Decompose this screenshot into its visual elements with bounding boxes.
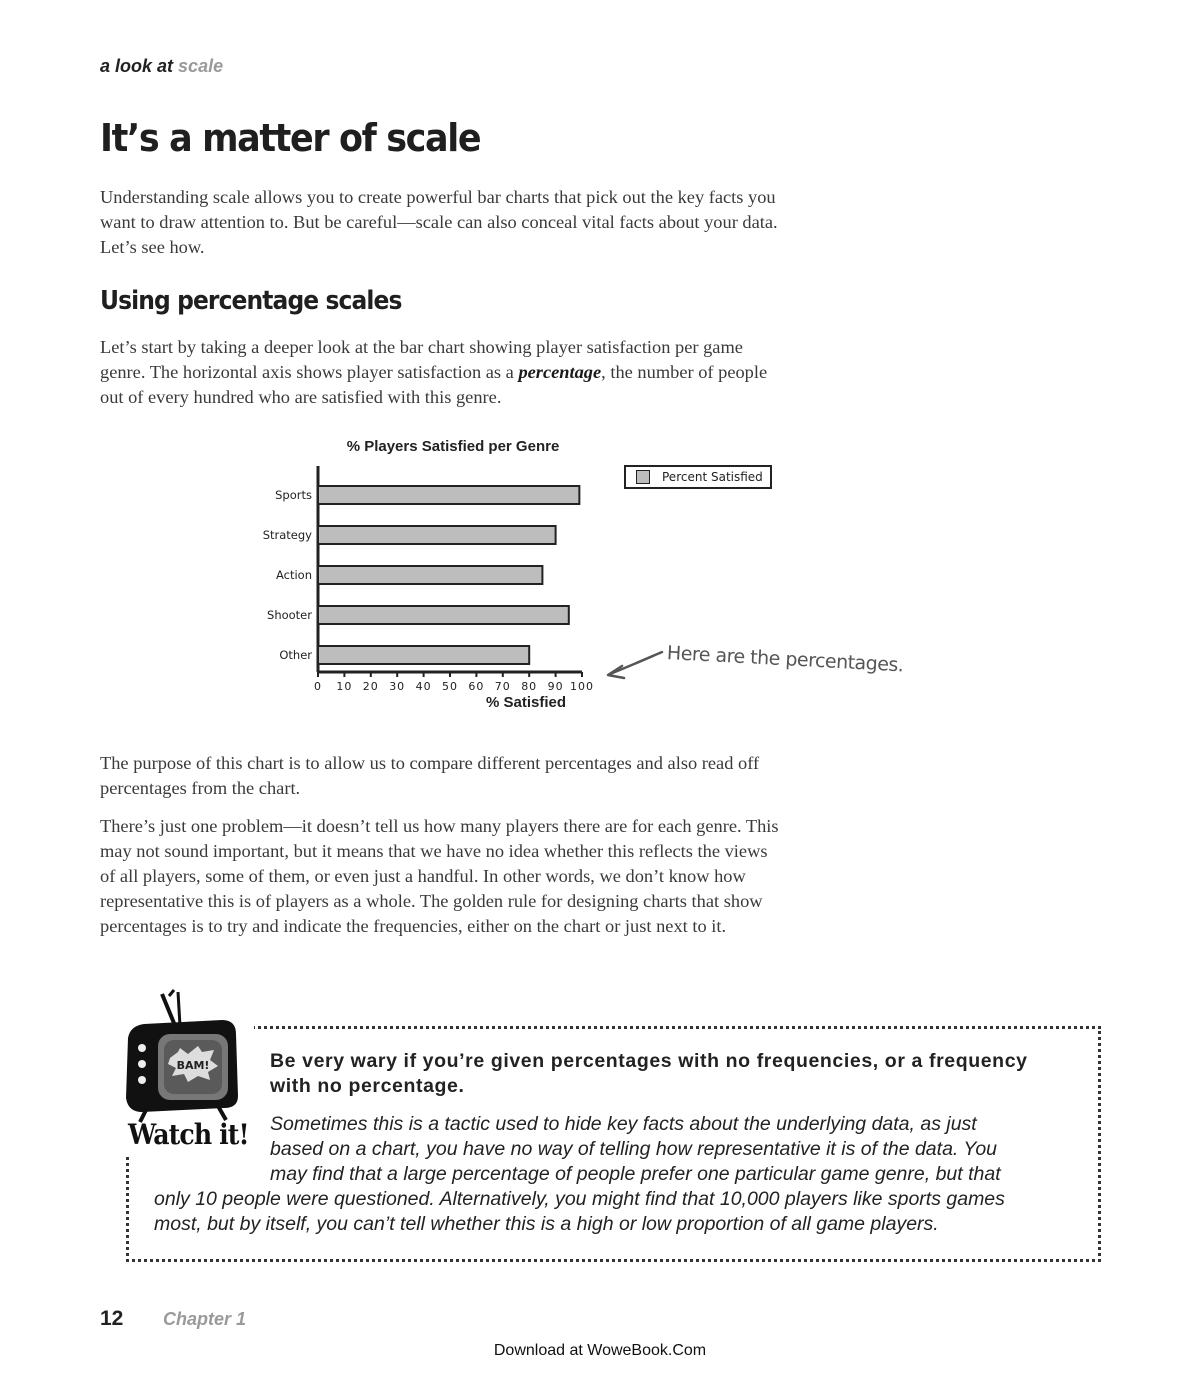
y-tick-label: Shooter [267, 608, 312, 622]
chart-legend: Percent Satisfied [624, 465, 772, 489]
section-paragraph-before: Let’s start by taking a deeper look at t… [100, 337, 743, 382]
bar [317, 525, 557, 545]
bar [317, 605, 570, 625]
bar [317, 485, 581, 505]
watch-it-label: Watch it! [128, 1118, 250, 1151]
watch-it-line: only 10 people were questioned. Alternat… [154, 1188, 1005, 1210]
running-head: a look at scale [100, 56, 223, 77]
legend-label: Percent Satisfied [662, 470, 763, 484]
section-paragraph-emphasis: percentage [518, 362, 602, 382]
x-tick-label: 0 [314, 680, 322, 692]
section-paragraph-after: , the number of people out of every hund… [100, 362, 768, 407]
download-credit: Download at WoweBook.Com [493, 1342, 707, 1359]
running-head-topic: scale [178, 56, 224, 76]
x-tick-label: 10 [336, 680, 352, 692]
watch-it-line: Sometimes this is a tactic used to hide … [270, 1113, 977, 1135]
x-tick-label: 100 [570, 680, 594, 692]
x-tick-label: 60 [468, 680, 484, 692]
watch-it-line: most, but by itself, you can’t tell whet… [154, 1213, 939, 1235]
problem-paragraph: There’s just one problem—it doesn’t tell… [100, 816, 779, 936]
x-tick-label: 70 [495, 680, 511, 692]
y-tick-label: Strategy [263, 528, 312, 542]
annotation-arrow-icon [606, 650, 664, 680]
chapter-label: Chapter 1 [163, 1309, 247, 1329]
bar [317, 565, 544, 585]
x-tick-label: 40 [416, 680, 432, 692]
watch-it-line: may find that a large percentage of peop… [270, 1163, 1001, 1185]
x-tick-label: 50 [442, 680, 458, 692]
tv-icon: BAM! [126, 989, 238, 1123]
page-number: 12 [100, 1307, 124, 1330]
legend-swatch [636, 470, 650, 484]
bar-chart: Sports Strategy Action Shooter Other 0 10 20 30 4… [263, 466, 594, 692]
watch-it-body: Sometimes this is a tactic used to hide … [154, 1112, 1070, 1237]
x-tick-label: 30 [389, 680, 405, 692]
watch-it-line: based on a chart, you have no way of tel… [270, 1138, 998, 1160]
x-tick-label: 90 [548, 680, 564, 692]
x-tick-label: 80 [521, 680, 537, 692]
page-title: It’s a matter of scale [100, 116, 482, 160]
y-tick-label: Sports [275, 488, 312, 502]
watch-it-heading: Be very wary if you’re given percentages… [270, 1050, 1028, 1097]
intro-paragraph: Understanding scale allows you to create… [100, 187, 778, 257]
bar [317, 645, 531, 665]
chart-title: % Players Satisfied per Genre [346, 438, 560, 455]
tv-screen-text: BAM! [177, 1059, 210, 1072]
purpose-paragraph: The purpose of this chart is to allow us… [100, 753, 760, 798]
running-head-prefix: a look at [100, 56, 174, 76]
y-tick-label: Other [279, 648, 312, 662]
section-paragraph: Let’s start by taking a deeper look at t… [100, 335, 780, 410]
x-tick-label: 20 [363, 680, 379, 692]
chart-annotation: Here are the percentages. [666, 642, 904, 677]
chart-x-axis-label: % Satisfied [486, 694, 567, 711]
section-title: Using percentage scales [100, 286, 402, 316]
y-tick-label: Action [276, 568, 312, 582]
